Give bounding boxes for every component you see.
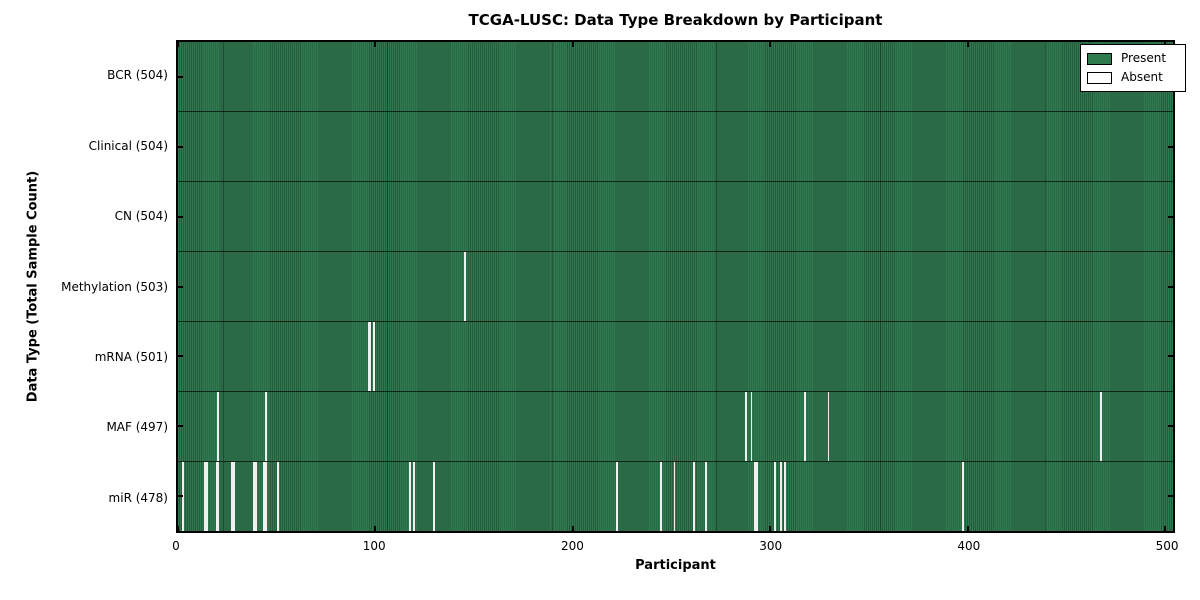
absent-bar (262, 462, 265, 531)
y-tick-mark (1168, 355, 1173, 358)
absent-bar (705, 462, 708, 531)
absent-bar (432, 462, 435, 531)
x-tick-label: 0 (172, 539, 180, 553)
row-mRNA (178, 322, 1173, 392)
y-tick-label-Clinical: Clinical (504) (88, 138, 168, 153)
absent-bar (754, 462, 757, 531)
y-tick-mark (1168, 495, 1173, 498)
absent-bar (264, 462, 267, 531)
legend-absent-label: Absent (1121, 70, 1163, 84)
absent-bar (616, 462, 619, 531)
x-tick-mark (769, 526, 772, 531)
x-tick-label: 100 (362, 539, 386, 553)
x-axis-label: Participant (635, 558, 716, 573)
legend-present-swatch (1087, 52, 1112, 65)
absent-bar (217, 462, 220, 531)
x-tick-mark (571, 526, 574, 531)
absent-bar (253, 462, 255, 531)
y-tick-mark (178, 285, 183, 288)
absent-bar (659, 462, 662, 531)
y-tick-mark (178, 495, 183, 498)
absent-bar (803, 392, 806, 461)
y-tick-mark (178, 75, 183, 78)
absent-bar (784, 462, 787, 531)
y-tick-mark (1168, 285, 1173, 288)
x-tick-mark (177, 42, 179, 47)
absent-bar (780, 462, 783, 531)
legend-item-absent: Absent (1087, 68, 1179, 87)
row-Methylation (178, 252, 1173, 322)
row-BCR (178, 42, 1173, 112)
x-tick-label: 500 (1155, 539, 1179, 553)
row-miR (178, 462, 1173, 531)
y-tick-label-MAF: MAF (497) (106, 420, 168, 435)
absent-bar (744, 392, 747, 461)
absent-bar (231, 462, 234, 531)
y-tick-label-Methylation: Methylation (503) (61, 279, 168, 294)
x-tick-label: 400 (957, 539, 981, 553)
absent-bar (412, 462, 415, 531)
x-tick-mark (966, 42, 969, 47)
absent-bar (774, 462, 777, 531)
y-tick-mark (178, 215, 183, 218)
y-tick-mark (1168, 215, 1173, 218)
absent-bar (408, 462, 411, 531)
y-tick-mark (178, 355, 183, 358)
legend: Present Absent (1080, 44, 1186, 92)
legend-present-label: Present (1121, 51, 1167, 65)
row-CN (178, 182, 1173, 252)
absent-bar (217, 392, 220, 461)
x-tick-mark (374, 526, 377, 531)
y-tick-mark (1168, 145, 1173, 148)
x-tick-mark (177, 526, 179, 531)
plot-area (176, 40, 1175, 533)
absent-bar (756, 462, 759, 531)
y-tick-mark (178, 145, 183, 148)
y-tick-label-miR: miR (478) (108, 490, 168, 505)
y-tick-label-CN: CN (504) (114, 209, 168, 224)
absent-bar (961, 462, 964, 531)
x-tick-mark (571, 42, 574, 47)
absent-bar (373, 322, 376, 391)
x-tick-label: 300 (759, 539, 783, 553)
row-Clinical (178, 112, 1173, 182)
legend-absent-swatch (1087, 71, 1112, 84)
absent-bar (203, 462, 206, 531)
x-tick-mark (374, 42, 377, 47)
absent-bar (264, 392, 267, 461)
absent-bar (750, 392, 753, 461)
y-tick-mark (178, 425, 183, 428)
x-tick-label: 200 (560, 539, 584, 553)
absent-bar (254, 462, 257, 531)
absent-bar (205, 462, 208, 531)
x-tick-mark (966, 526, 969, 531)
absent-bar (215, 462, 218, 531)
y-tick-mark (1168, 425, 1173, 428)
x-tick-mark (1164, 526, 1167, 531)
chart-title: TCGA-LUSC: Data Type Breakdown by Partic… (468, 11, 883, 29)
absent-bar (673, 462, 676, 531)
absent-bar (693, 462, 696, 531)
absent-bar (827, 392, 830, 461)
absent-bar (1099, 392, 1102, 461)
row-MAF (178, 392, 1173, 462)
absent-bar (367, 322, 370, 391)
x-tick-mark (769, 42, 772, 47)
y-tick-label-BCR: BCR (504) (107, 68, 168, 83)
y-tick-label-mRNA: mRNA (501) (94, 349, 168, 364)
absent-bar (464, 252, 467, 321)
absent-bar (233, 462, 236, 531)
absent-bar (276, 462, 279, 531)
legend-item-present: Present (1087, 49, 1179, 68)
absent-bar (369, 322, 372, 391)
